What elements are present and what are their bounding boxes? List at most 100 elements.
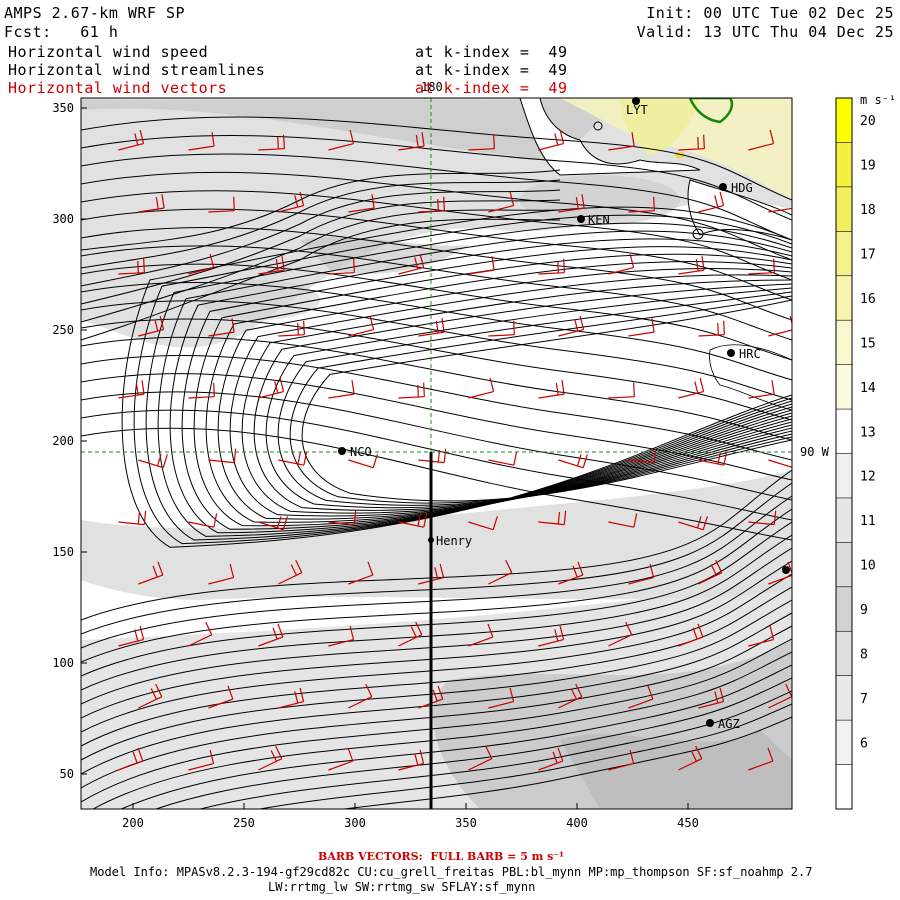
streamline	[193, 253, 792, 527]
streamline	[121, 206, 792, 548]
colorbar-frame	[835, 97, 853, 810]
streamline	[181, 246, 792, 530]
streamlines	[81, 116, 792, 809]
colorbar-bin	[836, 586, 852, 632]
wind-barb	[678, 516, 708, 531]
streamline	[217, 268, 792, 520]
streamline	[205, 261, 792, 523]
streamline	[81, 427, 792, 541]
streamline	[81, 209, 561, 323]
wind-barb	[558, 683, 583, 709]
wind-barb	[628, 318, 655, 337]
x-axis: 200 250 300 350 400 450	[122, 816, 699, 830]
x-tick-label: 200	[122, 816, 144, 830]
valid-time: Valid: 13 UTC Thu 04 Dec 25	[636, 23, 894, 41]
colorbar-label: 10	[860, 559, 876, 574]
streamline	[154, 677, 792, 809]
parallel-label: 90 W	[800, 445, 830, 459]
station-label-hdg: HDG	[731, 181, 753, 195]
station-label-ken: KEN	[588, 213, 610, 227]
streamline	[265, 287, 792, 509]
wind-barb	[208, 563, 235, 585]
wind-barb	[328, 380, 355, 399]
wind-barb	[558, 454, 588, 469]
y-tick-label: 250	[52, 323, 74, 337]
colorbar-bin	[836, 542, 852, 587]
wind-barb	[608, 621, 633, 647]
colorbar-label: 12	[860, 470, 876, 485]
wind-barb	[608, 253, 635, 275]
wind-barb	[208, 318, 235, 337]
wind-barb	[608, 513, 638, 528]
streamline	[81, 199, 561, 305]
wind-barb	[118, 747, 144, 771]
streamline	[81, 521, 792, 677]
wind-barb	[278, 451, 308, 466]
streamline	[81, 547, 792, 705]
wind-barb	[278, 320, 305, 337]
wind-barb	[558, 561, 584, 585]
wind-barb	[538, 747, 564, 771]
wind-barb	[208, 685, 234, 709]
wind-barb	[768, 459, 792, 468]
y-tick-label: 200	[52, 434, 74, 448]
field-level-streamlines: at k-index = 49	[415, 61, 568, 79]
wind-barb	[558, 194, 585, 213]
wind-barb	[698, 687, 725, 709]
wind-barb	[208, 196, 235, 213]
wind-barb	[398, 513, 428, 528]
station-label-agz: AGZ	[718, 717, 740, 731]
streamline	[81, 409, 792, 521]
streamline	[81, 638, 792, 803]
wind-barb	[258, 745, 283, 771]
streamline	[81, 391, 792, 501]
forecast-label: Fcst: 61 h	[4, 23, 118, 41]
wind-barb	[468, 256, 495, 275]
wind-barb	[698, 191, 725, 213]
streamline	[81, 153, 792, 241]
colorbar-bin	[836, 409, 852, 454]
colorbar-label: 19	[860, 159, 876, 174]
streamline	[241, 279, 792, 514]
colorbar-bin	[836, 364, 852, 410]
field-name-speed: Horizontal wind speed	[8, 43, 209, 61]
streamline	[81, 226, 792, 321]
streamline	[301, 299, 792, 502]
wind-barb	[488, 559, 513, 585]
streamline	[81, 281, 792, 381]
colorbar-label: 6	[860, 736, 868, 751]
axis-ticks	[81, 107, 689, 809]
colorbar-label: 20	[860, 114, 876, 129]
wind-barb	[258, 377, 285, 399]
colorbar-label: 9	[860, 603, 868, 618]
wind-barb	[208, 448, 237, 464]
wind-barb	[748, 380, 775, 399]
colorbar-units: m s⁻¹	[860, 93, 896, 107]
streamline	[81, 508, 792, 663]
streamline	[81, 599, 792, 761]
field-name-vectors: Horizontal wind vectors	[8, 79, 228, 97]
colorbar-bin	[836, 720, 852, 765]
station-label-lyt: LYT	[626, 103, 648, 117]
wind-barb	[628, 196, 655, 213]
station-label-nco: NCO	[350, 445, 372, 459]
wind-barb	[118, 510, 147, 526]
streamline	[81, 534, 792, 691]
streamline	[81, 190, 792, 281]
colorbar-bin	[836, 320, 852, 365]
wind-barb	[138, 561, 164, 585]
streamline	[81, 586, 792, 747]
wind-barb	[468, 623, 494, 647]
colorbar-bin	[836, 275, 852, 321]
field-name-streamlines: Horizontal wind streamlines	[8, 61, 266, 79]
colorbar-label: 18	[860, 203, 876, 218]
streamline	[81, 482, 792, 635]
wind-barb	[398, 749, 425, 771]
streamline	[81, 612, 792, 775]
wind-barb	[748, 510, 777, 526]
streamline	[169, 238, 792, 534]
station-dot-nco	[338, 447, 346, 455]
streamline	[81, 495, 792, 649]
wind-barb	[628, 685, 654, 709]
wind-barb	[348, 683, 373, 709]
